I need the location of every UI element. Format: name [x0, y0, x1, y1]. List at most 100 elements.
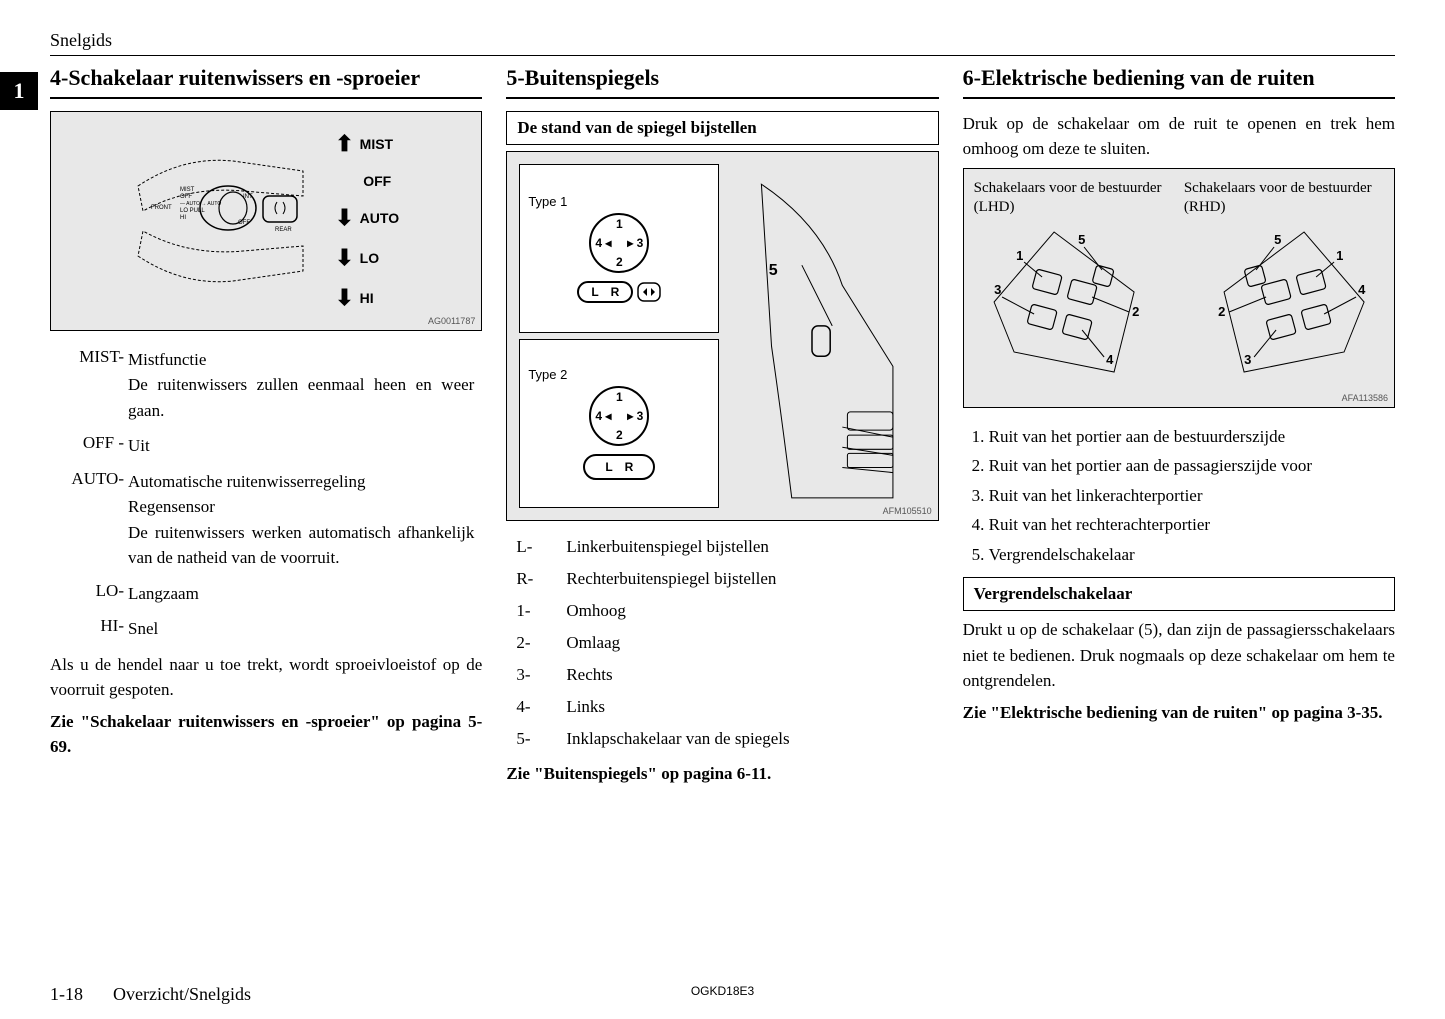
svg-text:— AUTO → AUTO: — AUTO → AUTO	[180, 201, 221, 207]
col1-para: Als u de hendel naar u toe trekt, wordt …	[50, 652, 482, 703]
list-item: Ruit van het portier aan de passagierszi…	[989, 453, 1395, 479]
def-desc: Mistfunctie De ruitenwissers zullen eenm…	[128, 347, 474, 424]
list-item: Vergrendelschakelaar	[989, 542, 1395, 568]
legend-term: R-	[516, 569, 566, 589]
svg-text:4: 4	[1358, 282, 1366, 297]
svg-text:MIST: MIST	[180, 187, 195, 193]
page-header: Snelgids	[50, 30, 1395, 56]
arrow-down-icon: ⬇	[335, 247, 353, 269]
pos-auto: AUTO	[360, 210, 399, 226]
legend-term: 5-	[516, 729, 566, 749]
rhd-label: Schakelaars voor de bestuurder (RHD)	[1184, 179, 1384, 218]
svg-text:REAR: REAR	[275, 227, 292, 233]
svg-text:LO PULL: LO PULL	[180, 208, 205, 214]
col2-sub: De stand van de spiegel bijstellen	[506, 111, 938, 145]
col1-ref: Zie "Schakelaar ruitenwissers en -sproei…	[50, 709, 482, 760]
arrow-down-icon: ⬇	[335, 287, 353, 309]
def-desc: Snel	[128, 616, 474, 642]
def-desc: Uit	[128, 433, 474, 459]
section-5-title: 5-Buitenspiegels	[506, 64, 938, 99]
svg-text:1: 1	[1016, 248, 1023, 263]
def-term: MIST-	[58, 347, 128, 424]
svg-text:2: 2	[1132, 304, 1139, 319]
svg-text:4: 4	[1106, 352, 1114, 367]
mirror-figure: Type 1 1 2 ▸ 3 4 ◂ LR Type 2	[506, 151, 938, 521]
column-1: 4-Schakelaar ruitenwissers en -sproeier …	[50, 64, 482, 792]
def-term: OFF -	[58, 433, 128, 459]
dir-right: 3	[637, 236, 644, 250]
wiper-figure: MIST OFF — AUTO → AUTO LO PULL HI FRONT …	[50, 111, 482, 331]
window-list: Ruit van het portier aan de bestuurdersz…	[963, 424, 1395, 568]
svg-text:1: 1	[1336, 248, 1343, 263]
legend-desc: Rechts	[566, 665, 928, 685]
callout-5: 5	[769, 262, 778, 280]
def-desc: Langzaam	[128, 581, 474, 607]
dir-down: 2	[616, 255, 623, 269]
direction-dial: 1 2 ▸ 3 4 ◂	[589, 386, 649, 446]
svg-text:FRONT: FRONT	[151, 205, 172, 211]
col3-ref: Zie "Elektrische bediening van de ruiten…	[963, 700, 1395, 726]
svg-text:OFF: OFF	[180, 194, 192, 200]
dir-down: 2	[616, 428, 623, 442]
legend-desc: Rechterbuitenspiegel bijstellen	[566, 569, 928, 589]
col3-sub: Vergrendelschakelaar	[963, 577, 1395, 611]
legend-desc: Linkerbuitenspiegel bijstellen	[566, 537, 928, 557]
svg-text:OFF: OFF	[238, 220, 250, 226]
lr-L: L	[591, 285, 598, 299]
legend-desc: Omhoog	[566, 601, 928, 621]
lhd-label: Schakelaars voor de bestuurder (LHD)	[974, 179, 1174, 218]
pos-off: OFF	[363, 173, 391, 189]
section-4-title: 4-Schakelaar ruitenwissers en -sproeier	[50, 64, 482, 99]
page-tab: 1	[0, 72, 38, 110]
legend-term: 4-	[516, 697, 566, 717]
footer-section: Overzicht/Snelgids	[113, 984, 251, 1005]
page-number: 1-18	[50, 984, 83, 1005]
column-2: 5-Buitenspiegels De stand van de spiegel…	[506, 64, 938, 792]
legend-desc: Links	[566, 697, 928, 717]
pos-lo: LO	[360, 250, 379, 266]
svg-text:HI: HI	[180, 215, 186, 221]
lr-R: R	[611, 285, 620, 299]
column-3: 6-Elektrische bediening van de ruiten Dr…	[963, 64, 1395, 792]
lr-R: R	[625, 460, 634, 474]
dir-up: 1	[616, 217, 623, 231]
def-term: LO-	[58, 581, 128, 607]
dir-right: 3	[637, 409, 644, 423]
def-term: AUTO-	[58, 469, 128, 571]
dir-left: 4	[595, 409, 602, 423]
figure-code: AFM105510	[883, 506, 932, 516]
type1-label: Type 1	[528, 194, 567, 209]
dir-up: 1	[616, 390, 623, 404]
svg-text:3: 3	[1244, 352, 1251, 367]
mirror-legend: L-Linkerbuitenspiegel bijstellen R-Recht…	[506, 537, 938, 749]
svg-text:3: 3	[994, 282, 1001, 297]
svg-text:5: 5	[1078, 232, 1085, 247]
figure-code: AFA113586	[1342, 393, 1388, 403]
pos-mist: MIST	[360, 136, 393, 152]
section-6-title: 6-Elektrische bediening van de ruiten	[963, 64, 1395, 99]
legend-term: 2-	[516, 633, 566, 653]
col2-ref: Zie "Buitenspiegels" op pagina 6-11.	[506, 761, 938, 787]
arrow-up-icon: ⬆	[335, 133, 353, 155]
def-desc: Automatische ruitenwisserregeling Regens…	[128, 469, 474, 571]
direction-dial: 1 2 ▸ 3 4 ◂	[589, 213, 649, 273]
arrow-down-icon: ⬇	[335, 207, 353, 229]
col3-para2: Drukt u op de schakelaar (5), dan zijn d…	[963, 617, 1395, 694]
legend-term: 1-	[516, 601, 566, 621]
figure-code: AG0011787	[428, 316, 475, 326]
legend-term: 3-	[516, 665, 566, 685]
page-footer: 1-18 Overzicht/Snelgids OGKD18E3	[50, 984, 1395, 1005]
svg-text:5: 5	[1274, 232, 1281, 247]
list-item: Ruit van het linkerachterportier	[989, 483, 1395, 509]
doc-id: OGKD18E3	[691, 984, 754, 998]
svg-text:2: 2	[1218, 304, 1225, 319]
wiper-definitions: MIST-Mistfunctie De ruitenwissers zullen…	[50, 347, 482, 642]
list-item: Ruit van het rechterachterportier	[989, 512, 1395, 538]
def-term: HI-	[58, 616, 128, 642]
list-item: Ruit van het portier aan de bestuurdersz…	[989, 424, 1395, 450]
window-figure: Schakelaars voor de bestuurder (LHD) 1 2…	[963, 168, 1395, 408]
pos-hi: HI	[360, 290, 374, 306]
legend-desc: Inklapschakelaar van de spiegels	[566, 729, 928, 749]
svg-text:INT: INT	[243, 194, 253, 200]
dir-left: 4	[595, 236, 602, 250]
